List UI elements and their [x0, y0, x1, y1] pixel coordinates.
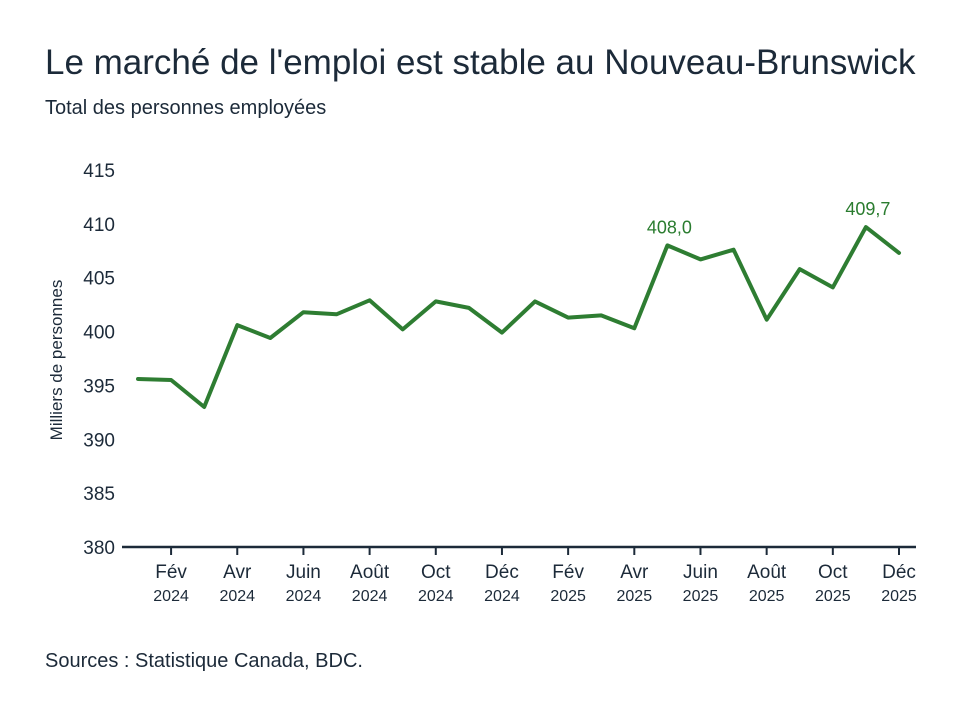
- data-point: [566, 316, 570, 320]
- data-point: [732, 248, 736, 252]
- data-point: [335, 312, 339, 316]
- y-tick-label: 390: [83, 430, 115, 451]
- employment-line: [136, 225, 901, 409]
- x-tick-year: 2024: [153, 588, 189, 605]
- y-tick-label: 385: [83, 484, 115, 505]
- x-tick-year: 2024: [418, 588, 454, 605]
- data-point: [169, 378, 173, 382]
- y-tick-label: 415: [83, 161, 115, 182]
- y-tick-label: 380: [83, 538, 115, 559]
- data-point: [136, 377, 140, 381]
- data-label: 408,0: [647, 217, 692, 237]
- x-tick-label: Avr: [223, 562, 252, 583]
- data-point: [632, 326, 636, 330]
- x-tick-label: Août: [350, 562, 390, 583]
- y-tick-label: 400: [83, 323, 115, 344]
- y-tick-label: 405: [83, 269, 115, 290]
- data-point: [765, 318, 769, 322]
- x-tick-year: 2025: [683, 588, 719, 605]
- x-tick-year: 2025: [815, 588, 851, 605]
- x-tick-label: Août: [747, 562, 787, 583]
- data-point: [798, 267, 802, 271]
- data-point: [268, 336, 272, 340]
- x-tick-label: Juin: [683, 562, 718, 583]
- y-tick-label: 410: [83, 215, 115, 236]
- data-label: 409,7: [845, 199, 890, 219]
- data-point: [533, 299, 537, 303]
- y-axis-ticks: 380 385 390 395 400 405 410 415: [83, 161, 115, 559]
- data-point: [235, 323, 239, 327]
- y-axis-label: Milliers de personnes: [47, 280, 66, 441]
- x-tick-label: Déc: [485, 562, 519, 583]
- x-tick-label: Déc: [882, 562, 916, 583]
- x-tick-year: 2025: [749, 588, 785, 605]
- chart-title: Le marché de l'emploi est stable au Nouv…: [45, 43, 916, 82]
- data-point: [599, 313, 603, 317]
- x-tick-label: Juin: [286, 562, 321, 583]
- data-point: [467, 306, 471, 310]
- data-point: [864, 225, 868, 229]
- source-note: Sources : Statistique Canada, BDC.: [45, 650, 363, 672]
- data-point: [897, 251, 901, 255]
- y-tick-label: 395: [83, 376, 115, 397]
- x-axis-ticks: Fév 2024 Avr 2024 Juin 2024 Août 2024 Oct 2024 Déc…: [153, 547, 917, 605]
- x-tick-year: 2025: [881, 588, 917, 605]
- data-point: [368, 298, 372, 302]
- x-tick-label: Oct: [421, 562, 451, 583]
- x-tick-year: 2024: [484, 588, 520, 605]
- x-tick-year: 2024: [219, 588, 255, 605]
- data-labels: 408,0 409,7: [647, 199, 891, 237]
- data-point: [202, 405, 206, 409]
- data-point: [401, 327, 405, 331]
- x-tick-year: 2025: [550, 588, 586, 605]
- x-tick-label: Oct: [818, 562, 848, 583]
- x-tick-label: Fév: [552, 562, 584, 583]
- chart-subtitle: Total des personnes employées: [45, 97, 327, 119]
- x-tick-year: 2025: [617, 588, 653, 605]
- x-tick-year: 2024: [352, 588, 388, 605]
- data-point: [500, 331, 504, 335]
- data-point: [665, 243, 669, 247]
- data-point: [698, 257, 702, 261]
- data-point: [831, 285, 835, 289]
- x-tick-year: 2024: [286, 588, 322, 605]
- data-point: [301, 310, 305, 314]
- x-tick-label: Avr: [620, 562, 649, 583]
- data-point: [434, 299, 438, 303]
- x-tick-label: Fév: [155, 562, 187, 583]
